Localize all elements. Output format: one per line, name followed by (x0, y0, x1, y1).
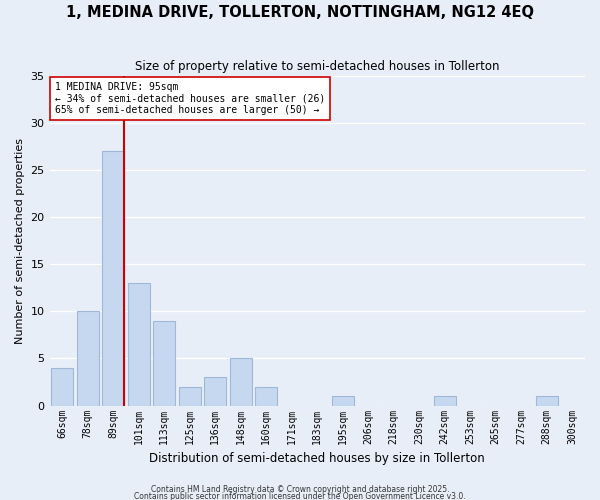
Y-axis label: Number of semi-detached properties: Number of semi-detached properties (15, 138, 25, 344)
Bar (332, 396, 353, 406)
Bar (434, 396, 455, 406)
Text: 1 MEDINA DRIVE: 95sqm
← 34% of semi-detached houses are smaller (26)
65% of semi: 1 MEDINA DRIVE: 95sqm ← 34% of semi-deta… (55, 82, 325, 116)
Bar (179, 387, 200, 406)
Text: Contains HM Land Registry data © Crown copyright and database right 2025.: Contains HM Land Registry data © Crown c… (151, 486, 449, 494)
Bar (103, 151, 124, 406)
Bar (536, 396, 557, 406)
Bar (205, 378, 226, 406)
Bar (154, 321, 175, 406)
Bar (128, 283, 149, 406)
Title: Size of property relative to semi-detached houses in Tollerton: Size of property relative to semi-detach… (135, 60, 500, 73)
X-axis label: Distribution of semi-detached houses by size in Tollerton: Distribution of semi-detached houses by … (149, 452, 485, 465)
Text: Contains public sector information licensed under the Open Government Licence v3: Contains public sector information licen… (134, 492, 466, 500)
Bar (256, 387, 277, 406)
Bar (77, 312, 98, 406)
Text: 1, MEDINA DRIVE, TOLLERTON, NOTTINGHAM, NG12 4EQ: 1, MEDINA DRIVE, TOLLERTON, NOTTINGHAM, … (66, 5, 534, 20)
Bar (230, 358, 251, 406)
Bar (52, 368, 73, 406)
